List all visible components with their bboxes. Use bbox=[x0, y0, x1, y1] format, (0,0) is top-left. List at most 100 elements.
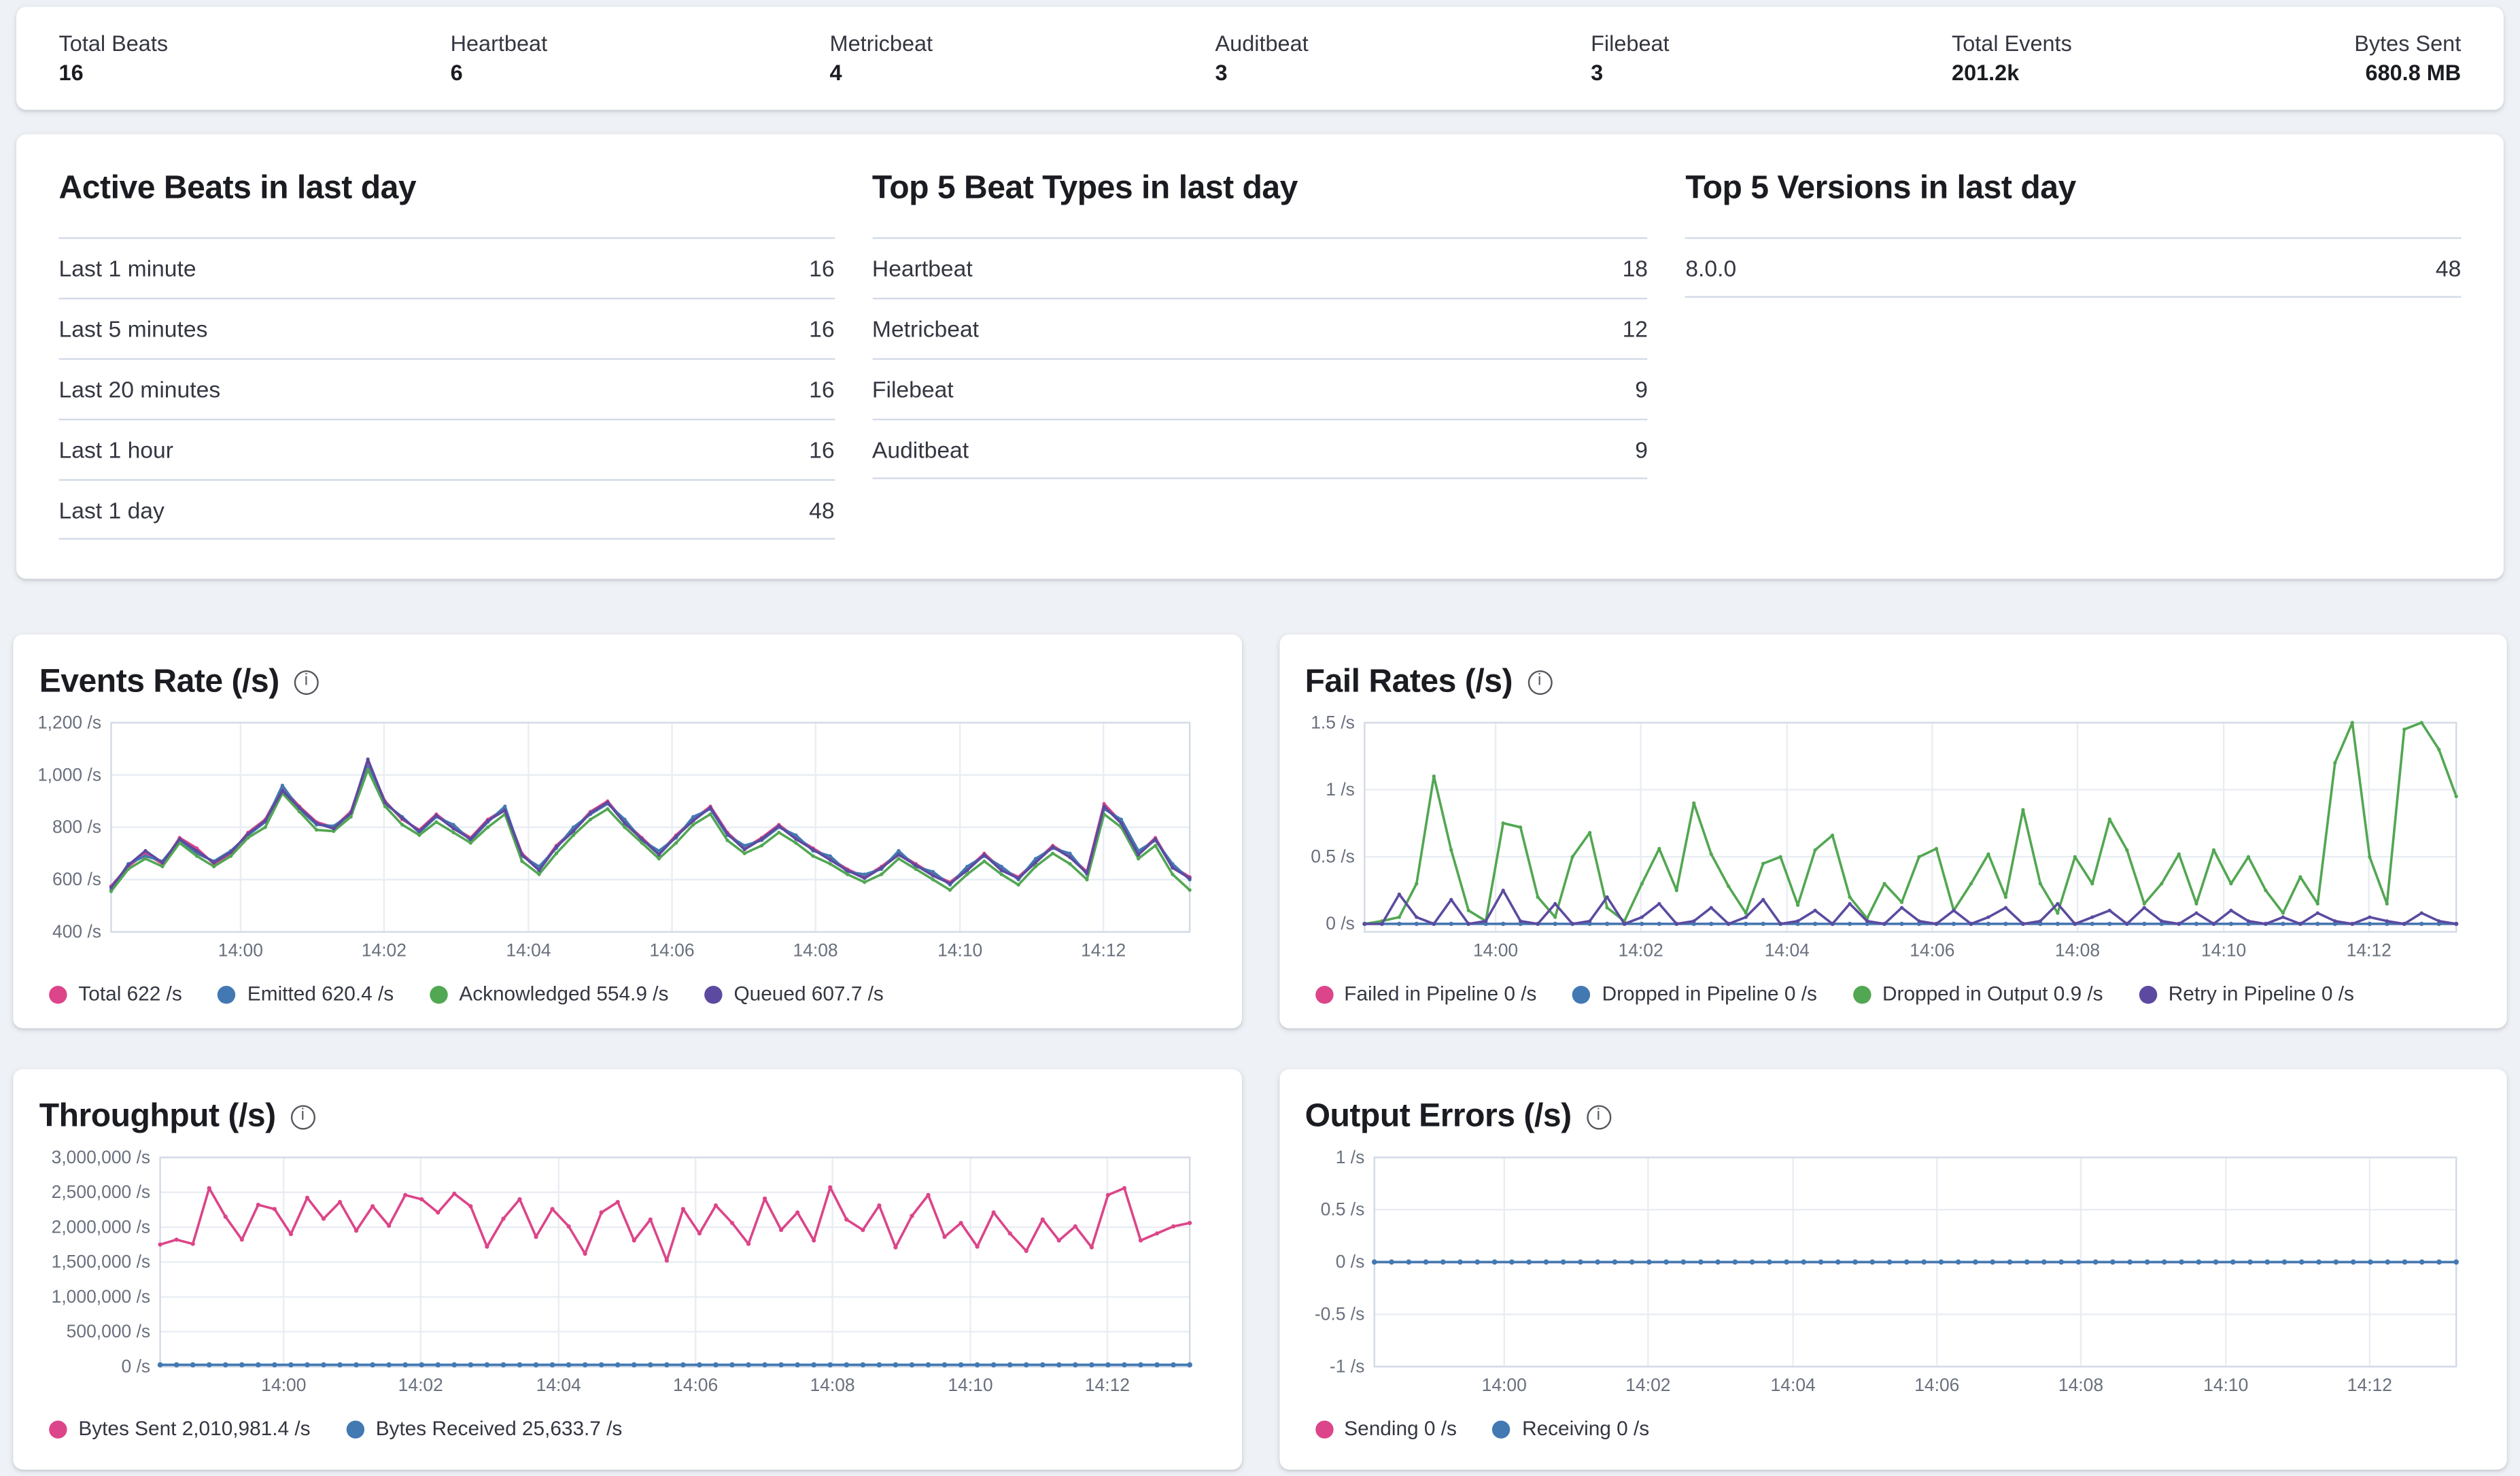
metric-value: 16 bbox=[809, 255, 834, 281]
fail-rates-line-chart[interactable]: 0 /s0.5 /s1 /s1.5 /s14:0014:0214:0414:06… bbox=[1305, 710, 2466, 972]
table-row: Last 20 minutes 16 bbox=[59, 358, 835, 419]
svg-text:2,500,000 /s: 2,500,000 /s bbox=[52, 1182, 151, 1202]
svg-text:14:10: 14:10 bbox=[948, 1375, 993, 1395]
legend-item[interactable]: Total 622 /s bbox=[49, 982, 182, 1006]
legend-item[interactable]: Acknowledged 554.9 /s bbox=[430, 982, 668, 1006]
metric-value: 9 bbox=[1635, 436, 1648, 462]
svg-text:14:00: 14:00 bbox=[1481, 1375, 1525, 1395]
svg-text:14:10: 14:10 bbox=[2200, 940, 2245, 961]
svg-text:14:00: 14:00 bbox=[261, 1375, 306, 1395]
legend-item[interactable]: Dropped in Pipeline 0 /s bbox=[1572, 982, 1817, 1006]
chart-card-fail-rates: Fail Rates (/s) 0 /s 0.5 /s 1 /s 1.5 /s 14:0… bbox=[1279, 634, 2507, 1028]
svg-text:0 /s: 0 /s bbox=[1335, 1252, 1364, 1272]
svg-text:500,000 /s: 500,000 /s bbox=[67, 1321, 150, 1341]
legend-item[interactable]: Queued 607.7 /s bbox=[704, 982, 884, 1006]
stat-total-events: Total Events 201.2k bbox=[1952, 31, 2072, 85]
info-icon[interactable] bbox=[290, 1104, 315, 1129]
legend-item[interactable]: Emitted 620.4 /s bbox=[218, 982, 394, 1006]
legend-item[interactable]: Failed in Pipeline 0 /s bbox=[1315, 982, 1536, 1006]
metric-value: 16 bbox=[809, 376, 834, 402]
charts-grid: Events Rate (/s) 400 /s600 /s800 /s1,000… bbox=[13, 634, 2507, 1469]
stat-value: 3 bbox=[1591, 61, 1669, 85]
legend-label: Retry in Pipeline 0 /s bbox=[2169, 982, 2354, 1006]
svg-text:14:08: 14:08 bbox=[810, 1375, 855, 1395]
svg-text:14:12: 14:12 bbox=[2347, 1375, 2392, 1395]
svg-text:600 /s: 600 /s bbox=[52, 869, 101, 889]
svg-text:0 /s: 0 /s bbox=[1325, 913, 1354, 933]
info-icon[interactable] bbox=[1527, 670, 1552, 694]
svg-text:0 /s: 0 /s bbox=[122, 1356, 151, 1377]
legend-dot-icon bbox=[1315, 985, 1332, 1003]
legend-item[interactable]: Bytes Sent 2,010,981.4 /s bbox=[49, 1418, 310, 1441]
metric-value: 9 bbox=[1635, 376, 1648, 402]
table-row: Metricbeat12 bbox=[872, 298, 1648, 358]
svg-text:1,500,000 /s: 1,500,000 /s bbox=[52, 1252, 151, 1272]
info-icon[interactable] bbox=[1586, 1104, 1610, 1129]
summary-tables-panel: Active Beats in last day Last 1 minute16… bbox=[16, 135, 2504, 579]
metric-value: 16 bbox=[809, 315, 834, 341]
output-errors-line-chart[interactable]: -1 /s-0.5 /s0 /s0.5 /s1 /s14:0014:0214:0… bbox=[1305, 1144, 2466, 1406]
metric-value: 48 bbox=[809, 496, 834, 522]
legend-item[interactable]: Receiving 0 /s bbox=[1493, 1418, 1649, 1441]
metric-value: 48 bbox=[2436, 254, 2461, 280]
chart-card-output-errors: Output Errors (/s) -1 /s-0.5 /s0 /s0.5 /… bbox=[1279, 1069, 2507, 1470]
summary-stats-bar: Total Beats 16 Heartbeat 6 Metricbeat 4 … bbox=[16, 7, 2504, 109]
stat-label: Total Events bbox=[1952, 31, 2072, 56]
stat-value: 4 bbox=[830, 61, 933, 85]
table-rows: Heartbeat18Metricbeat12Filebeat9Auditbea… bbox=[872, 237, 1648, 479]
legend-dot-icon bbox=[1315, 1420, 1332, 1437]
stat-heartbeat: Heartbeat 6 bbox=[451, 31, 548, 85]
svg-text:1,200 /s: 1,200 /s bbox=[39, 712, 101, 732]
chart-card-throughput: Throughput (/s) 0 /s500,000 /s1,000,000 … bbox=[13, 1069, 1241, 1470]
legend-dot-icon bbox=[430, 985, 447, 1003]
legend-label: Bytes Sent 2,010,981.4 /s bbox=[78, 1418, 310, 1441]
legend-label: Total 622 /s bbox=[78, 982, 182, 1006]
svg-text:14:00: 14:00 bbox=[1472, 940, 1517, 961]
metric-label: Auditbeat bbox=[872, 436, 969, 462]
svg-text:1.5 /s: 1.5 /s bbox=[1310, 712, 1354, 732]
legend-dot-icon bbox=[1572, 985, 1590, 1003]
svg-text:14:12: 14:12 bbox=[1085, 1375, 1130, 1395]
table-title: Active Beats in last day bbox=[59, 170, 835, 207]
legend-item[interactable]: Dropped in Output 0.9 /s bbox=[1853, 982, 2103, 1006]
legend-label: Dropped in Output 0.9 /s bbox=[1882, 982, 2103, 1006]
stat-metricbeat: Metricbeat 4 bbox=[830, 31, 933, 85]
svg-text:14:12: 14:12 bbox=[1081, 940, 1126, 961]
table-title: Top 5 Beat Types in last day bbox=[872, 170, 1648, 207]
legend-dot-icon bbox=[346, 1420, 364, 1437]
legend-item[interactable]: Retry in Pipeline 0 /s bbox=[2139, 982, 2353, 1006]
legend-item[interactable]: Sending 0 /s bbox=[1315, 1418, 1457, 1441]
table-row: Last 1 minute16 bbox=[59, 237, 835, 298]
svg-text:1 /s: 1 /s bbox=[1325, 779, 1354, 800]
throughput-line-chart[interactable]: 0 /s500,000 /s1,000,000 /s1,500,000 /s2,… bbox=[39, 1144, 1200, 1406]
stat-value: 16 bbox=[59, 61, 169, 85]
svg-text:14:08: 14:08 bbox=[2058, 1375, 2103, 1395]
svg-text:14:08: 14:08 bbox=[793, 940, 838, 961]
stat-value: 6 bbox=[451, 61, 548, 85]
svg-text:14:02: 14:02 bbox=[1617, 940, 1662, 961]
legend-label: Bytes Received 25,633.7 /s bbox=[376, 1418, 623, 1441]
metric-label: Heartbeat bbox=[872, 255, 973, 281]
metric-label: Last 1 hour bbox=[59, 436, 173, 462]
svg-text:3,000,000 /s: 3,000,000 /s bbox=[52, 1147, 151, 1167]
chart-header: Throughput (/s) bbox=[39, 1092, 1215, 1141]
chart-card-events-rate: Events Rate (/s) 400 /s600 /s800 /s1,000… bbox=[13, 634, 1241, 1028]
events-rate-line-chart[interactable]: 400 /s600 /s800 /s1,000 /s1,200 /s14:001… bbox=[39, 710, 1200, 972]
table-row: Heartbeat 18 bbox=[872, 237, 1648, 298]
svg-text:14:06: 14:06 bbox=[1914, 1375, 1958, 1395]
metric-value: 12 bbox=[1623, 315, 1648, 341]
info-icon[interactable] bbox=[294, 670, 318, 694]
svg-text:0.5 /s: 0.5 /s bbox=[1310, 846, 1354, 867]
legend-label: Acknowledged 554.9 /s bbox=[459, 982, 668, 1006]
svg-text:14:04: 14:04 bbox=[1764, 940, 1809, 961]
svg-text:800 /s: 800 /s bbox=[52, 817, 101, 837]
legend-item[interactable]: Bytes Received 25,633.7 /s bbox=[346, 1418, 622, 1441]
svg-text:14:04: 14:04 bbox=[1770, 1375, 1814, 1395]
table-title: Top 5 Versions in last day bbox=[1685, 170, 2461, 207]
metric-value: 18 bbox=[1623, 255, 1648, 281]
stat-bytes-sent: Bytes Sent 680.8 MB bbox=[2354, 31, 2461, 85]
stat-auditbeat: Auditbeat 3 bbox=[1215, 31, 1309, 85]
metric-label: Last 20 minutes bbox=[59, 376, 221, 402]
chart-header: Fail Rates (/s) bbox=[1305, 657, 2481, 706]
stat-value: 3 bbox=[1215, 61, 1309, 85]
